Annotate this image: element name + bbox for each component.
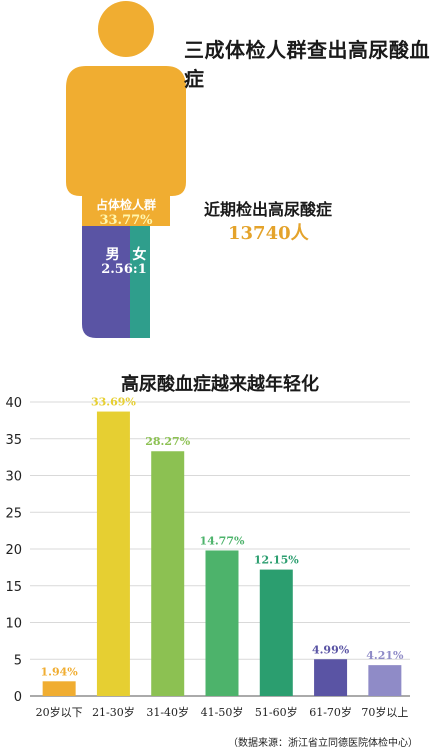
x-tick-label: 31-40岁 <box>146 705 189 719</box>
detected-count: 13740人 <box>228 223 309 244</box>
share-value: 33.77% <box>99 213 153 228</box>
bar <box>42 681 76 696</box>
detected-label: 近期检出高尿酸症 <box>204 200 333 219</box>
y-tick-label: 5 <box>14 653 22 668</box>
chart-title: 高尿酸血症越来越年轻化 <box>121 374 319 395</box>
bar <box>259 569 293 696</box>
data-label: 33.69% <box>91 396 136 409</box>
gender-label: 男 女 <box>105 247 151 263</box>
data-label: 28.27% <box>145 435 190 448</box>
data-source: （数据来源：浙江省立同德医院体检中心） <box>228 738 418 749</box>
y-tick-label: 15 <box>5 580 22 595</box>
x-tick-label: 21-30岁 <box>92 705 135 719</box>
person-head <box>98 1 154 57</box>
x-tick-label: 51-60岁 <box>255 705 298 719</box>
bar <box>96 411 130 696</box>
page-title: 三成体检人群查出高尿酸血症 <box>184 38 430 91</box>
person-female-section <box>130 226 150 338</box>
share-label: 占体检人群 <box>95 198 156 212</box>
data-label: 4.99% <box>312 643 350 656</box>
x-tick-label: 20岁以下 <box>36 705 83 719</box>
gender-ratio: 2.56:1 <box>101 262 147 277</box>
x-tick-label: 61-70岁 <box>309 705 352 719</box>
person-silhouette <box>66 1 186 338</box>
data-label: 4.21% <box>366 649 404 662</box>
y-tick-label: 40 <box>5 396 22 411</box>
x-tick-label: 41-50岁 <box>201 705 244 719</box>
bar <box>151 451 185 696</box>
y-tick-label: 20 <box>5 543 22 558</box>
data-label: 14.77% <box>200 534 245 547</box>
data-label: 1.94% <box>41 665 79 678</box>
person-male-section <box>82 226 130 338</box>
y-tick-label: 35 <box>5 433 22 448</box>
bar <box>314 659 348 696</box>
bar <box>205 550 239 696</box>
y-tick-label: 0 <box>14 690 22 705</box>
y-tick-label: 25 <box>5 506 22 521</box>
person-torso <box>66 66 186 226</box>
bar <box>368 665 402 696</box>
data-label: 12.15% <box>254 554 299 567</box>
y-tick-label: 10 <box>5 617 22 632</box>
x-tick-label: 70岁以上 <box>361 705 408 719</box>
bar-chart: 0 5 10 15 20 25 30 35 40 1.94% 20岁以下 33.69% 21-30岁 28… <box>5 396 410 719</box>
y-tick-label: 30 <box>5 470 22 485</box>
